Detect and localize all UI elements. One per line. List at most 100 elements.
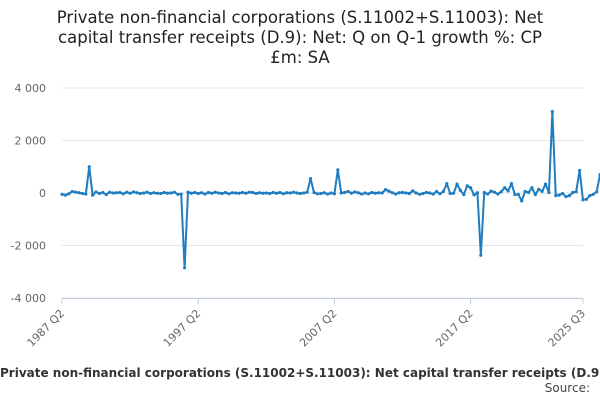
data-point	[499, 190, 503, 194]
data-point	[121, 192, 125, 196]
data-point	[400, 190, 405, 195]
data-point	[448, 191, 452, 196]
data-point	[513, 192, 517, 197]
data-point	[244, 191, 248, 195]
data-point	[227, 192, 231, 196]
data-point	[322, 191, 326, 195]
data-point	[152, 191, 156, 195]
data-point	[155, 191, 159, 195]
data-point	[554, 194, 558, 198]
source-label: Source:	[544, 381, 590, 395]
data-point	[530, 186, 534, 190]
data-point	[377, 191, 381, 195]
data-point	[343, 190, 347, 195]
data-point	[281, 192, 285, 196]
data-point	[407, 191, 411, 196]
data-point	[268, 191, 272, 196]
chart-title: Private non-financial corporations (S.11…	[0, 8, 600, 68]
data-point	[584, 197, 589, 201]
data-point	[496, 192, 500, 196]
legend-entry[interactable]: Private non-financial corporations (S.11…	[0, 366, 600, 380]
data-point	[104, 192, 108, 197]
data-point	[472, 193, 476, 197]
data-point	[434, 189, 439, 194]
chart-title-line-2: capital transfer receipts (D.9): Net: Q …	[58, 28, 542, 47]
data-point	[182, 266, 187, 270]
data-point	[165, 191, 170, 195]
chart-title-line-3: £m: SA	[270, 48, 330, 67]
y-tick-label: 4 000	[15, 82, 47, 95]
data-point	[360, 192, 364, 196]
data-point	[114, 191, 119, 195]
data-point	[234, 191, 238, 195]
data-point	[537, 187, 541, 191]
data-point	[455, 182, 459, 186]
data-point	[492, 190, 497, 194]
data-point	[189, 191, 193, 195]
data-point	[564, 195, 568, 199]
data-point	[176, 192, 180, 196]
x-tick-label: 2017 Q2	[433, 307, 476, 350]
x-tick-label: 1997 Q2	[161, 307, 204, 350]
data-point	[424, 190, 428, 195]
data-point	[247, 190, 251, 194]
data-point	[503, 186, 507, 190]
data-point	[380, 191, 384, 195]
data-point	[445, 181, 449, 186]
data-point	[509, 181, 514, 186]
data-point	[308, 176, 313, 181]
data-point	[200, 191, 204, 195]
data-point	[220, 191, 224, 196]
data-point	[336, 168, 340, 172]
data-point	[196, 191, 200, 196]
data-point	[217, 191, 221, 195]
data-point	[353, 190, 357, 194]
data-point	[74, 190, 78, 194]
data-point	[60, 192, 64, 196]
data-point	[438, 192, 442, 196]
series-layer	[60, 110, 600, 270]
data-point	[278, 190, 282, 195]
data-point	[462, 192, 466, 197]
data-point	[84, 192, 88, 196]
data-point	[571, 190, 575, 195]
data-point	[588, 194, 592, 198]
data-point	[271, 190, 275, 195]
data-point	[595, 190, 599, 194]
data-point	[349, 191, 354, 195]
data-point	[329, 191, 333, 195]
data-point	[452, 191, 456, 195]
data-point	[274, 191, 279, 195]
data-point	[302, 191, 306, 195]
data-point	[533, 192, 537, 197]
data-point	[135, 191, 139, 195]
y-tick-label: -4 000	[11, 292, 46, 305]
data-point	[288, 191, 292, 195]
data-point	[264, 191, 268, 195]
data-point	[486, 192, 490, 196]
data-point	[526, 190, 531, 195]
data-point	[581, 198, 585, 202]
series-line	[61, 110, 600, 269]
data-point	[431, 192, 435, 196]
data-point	[128, 191, 132, 195]
data-point	[142, 191, 146, 195]
data-point	[169, 191, 173, 195]
y-tick-label: 0	[39, 187, 46, 200]
data-point	[560, 191, 565, 196]
data-point	[557, 193, 561, 197]
data-point	[138, 191, 142, 196]
data-point	[203, 192, 207, 196]
data-point	[240, 190, 245, 195]
data-point	[213, 190, 217, 194]
data-point	[94, 190, 98, 194]
data-point	[482, 190, 486, 195]
y-tick-label: -2 000	[11, 240, 46, 253]
data-point	[162, 190, 166, 195]
data-point	[91, 193, 95, 197]
data-point	[411, 189, 415, 193]
data-point	[394, 192, 398, 196]
data-point	[237, 191, 241, 195]
data-point	[540, 189, 544, 194]
